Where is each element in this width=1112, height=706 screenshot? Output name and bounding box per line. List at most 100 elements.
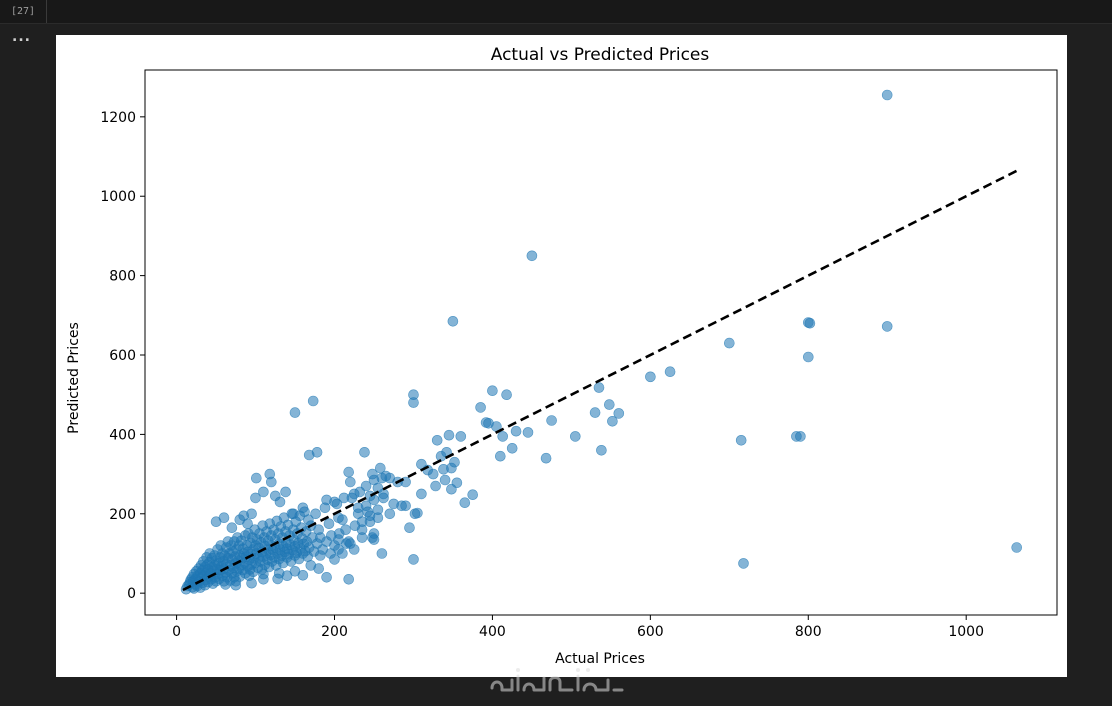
data-point	[321, 571, 332, 583]
y-axis-ticks: 0 200 400 600 800 1000 1200	[100, 110, 145, 602]
data-point	[459, 497, 471, 509]
data-point	[475, 402, 486, 413]
reference-line	[182, 169, 1018, 592]
y-tick-label: 1000	[100, 189, 136, 205]
data-point	[447, 315, 459, 327]
data-point	[343, 466, 355, 478]
data-point	[344, 476, 356, 488]
data-point	[378, 492, 389, 504]
data-point	[881, 89, 893, 101]
data-point	[325, 548, 336, 559]
data-point	[613, 408, 625, 419]
data-point	[449, 456, 460, 468]
data-point	[416, 488, 427, 500]
data-point	[723, 337, 735, 349]
y-axis-label: Predicted Prices	[66, 322, 82, 434]
data-point	[408, 397, 419, 408]
cell-input-bar: [27]	[0, 0, 1112, 24]
data-point	[522, 427, 534, 438]
execution-count: [27]	[0, 0, 47, 23]
data-point	[467, 489, 479, 501]
data-point	[280, 486, 291, 498]
data-point	[251, 472, 262, 484]
y-tick-label: 200	[109, 507, 136, 523]
data-point	[311, 446, 323, 458]
data-point	[340, 524, 351, 536]
y-tick-label: 0	[127, 586, 136, 602]
y-tick-label: 600	[109, 348, 136, 364]
data-point	[246, 577, 257, 589]
data-point	[246, 508, 257, 520]
data-point	[218, 512, 230, 524]
data-point	[593, 382, 605, 393]
data-point	[802, 351, 814, 363]
data-point	[404, 522, 415, 534]
data-point	[881, 321, 893, 332]
points-layer	[180, 89, 1023, 595]
data-point	[510, 425, 522, 437]
x-tick-label: 1000	[948, 624, 984, 640]
data-point	[288, 508, 299, 520]
data-point	[607, 415, 618, 427]
data-point	[408, 554, 419, 565]
data-point	[242, 518, 253, 530]
data-point	[352, 502, 364, 514]
data-point	[310, 508, 321, 520]
data-point	[360, 480, 372, 492]
data-point	[230, 579, 242, 591]
data-point	[376, 548, 388, 559]
data-point	[313, 563, 325, 574]
data-point	[384, 508, 396, 520]
y-tick-label: 400	[109, 427, 136, 443]
y-tick-label: 800	[109, 269, 136, 285]
data-point	[337, 548, 348, 559]
data-point	[348, 544, 360, 555]
y-tick-label: 1200	[100, 110, 136, 126]
x-tick-label: 600	[637, 624, 664, 640]
data-point	[569, 431, 581, 442]
x-axis-label: Actual Prices	[555, 651, 645, 667]
scatter-chart: 0 200 400 600 800 1000 020040060080010001200 …	[66, 45, 1058, 667]
data-point	[266, 476, 277, 488]
x-tick-label: 200	[321, 624, 348, 640]
data-point	[368, 534, 380, 545]
data-point	[735, 434, 747, 446]
data-point	[289, 407, 301, 418]
data-point	[362, 506, 374, 518]
x-axis-ticks: 0 200 400 600 800 1000	[172, 615, 984, 640]
data-point	[372, 512, 384, 524]
data-point	[250, 492, 261, 504]
data-point	[323, 518, 335, 530]
more-horizontal-icon[interactable]: ...	[12, 29, 31, 45]
data-point	[343, 573, 355, 585]
data-point	[603, 399, 615, 410]
data-point	[356, 532, 368, 543]
data-point	[645, 371, 656, 383]
data-point	[487, 385, 498, 397]
data-point	[501, 389, 512, 401]
output-gutter: ...	[0, 24, 46, 706]
data-point	[455, 431, 467, 442]
plot-output: 0 200 400 600 800 1000 0 200 400 600 800 1000 1200 …	[56, 35, 1067, 677]
data-point	[443, 429, 455, 441]
data-point	[329, 496, 340, 508]
data-point	[540, 452, 552, 464]
data-point	[664, 366, 676, 378]
data-point	[430, 480, 441, 492]
data-point	[359, 446, 370, 458]
data-point	[497, 431, 509, 442]
data-point	[226, 522, 238, 534]
data-point	[338, 492, 350, 504]
data-point	[804, 317, 816, 329]
data-point	[506, 442, 518, 454]
data-point	[1011, 542, 1023, 553]
x-tick-label: 800	[795, 624, 822, 640]
axes-frame	[144, 69, 1058, 616]
data-point	[297, 502, 309, 514]
data-point	[258, 486, 269, 498]
data-point	[412, 507, 423, 519]
data-point	[439, 474, 451, 486]
data-point	[526, 250, 538, 262]
x-tick-label: 400	[479, 624, 506, 640]
data-point	[388, 498, 400, 510]
